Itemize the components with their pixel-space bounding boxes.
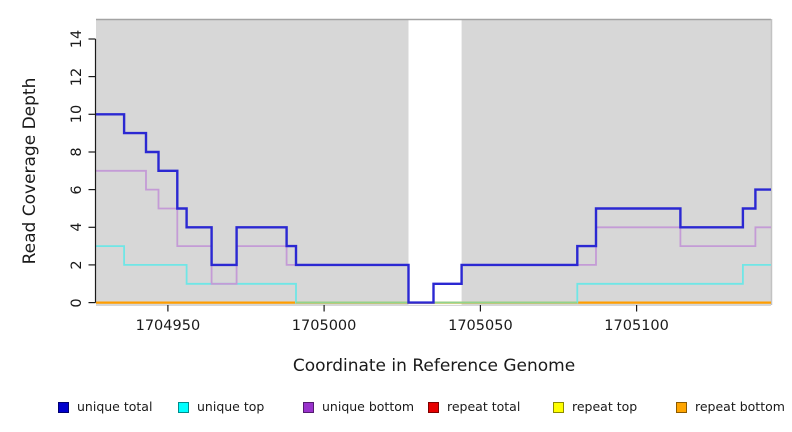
x-tick-label: 1704950 — [135, 318, 201, 334]
legend-label: repeat total — [447, 399, 521, 414]
legend-swatch-unique-top — [178, 401, 189, 413]
y-tick-label: 2 — [69, 260, 85, 270]
legend-label: repeat top — [572, 399, 638, 414]
series-line-unique-total — [96, 113, 771, 304]
legend-item-unique-top: unique top — [178, 400, 264, 414]
legend-swatch-unique-total — [58, 401, 69, 413]
y-tick-label: 6 — [69, 184, 85, 195]
legend-swatch-repeat-total — [428, 401, 439, 413]
legend-swatch-unique-bottom — [303, 401, 314, 413]
legend-label: unique top — [197, 399, 265, 414]
x-tick-label: 1705000 — [291, 318, 357, 334]
y-tick-label: 14 — [69, 29, 85, 49]
legend-item-unique-total: unique total — [58, 400, 152, 414]
y-axis-title: Read Coverage Depth — [20, 77, 40, 265]
coverage-gap-region — [408, 19, 462, 305]
legend-item-repeat-bottom: repeat bottom — [676, 400, 785, 414]
legend-item-repeat-top: repeat top — [553, 400, 637, 414]
y-tick-label: 10 — [69, 105, 85, 124]
legend-label: repeat bottom — [695, 399, 785, 414]
y-tick-label: 0 — [69, 297, 85, 308]
y-tick-label: 4 — [69, 222, 85, 232]
legend-swatch-repeat-top — [553, 401, 564, 413]
legend-item-repeat-total: repeat total — [428, 400, 520, 414]
x-axis-title: Coordinate in Reference Genome — [292, 356, 576, 376]
y-tick-label: 12 — [69, 67, 85, 86]
x-tick-label: 1705050 — [448, 318, 513, 334]
series-line-unique-top — [96, 245, 771, 304]
legend-label: unique bottom — [322, 399, 415, 414]
legend-label: unique total — [77, 399, 153, 414]
y-tick-label: 8 — [69, 147, 85, 157]
x-tick-label: 1705100 — [604, 318, 669, 334]
legend-item-unique-bottom: unique bottom — [303, 400, 414, 414]
legend-swatch-repeat-bottom — [676, 401, 687, 413]
